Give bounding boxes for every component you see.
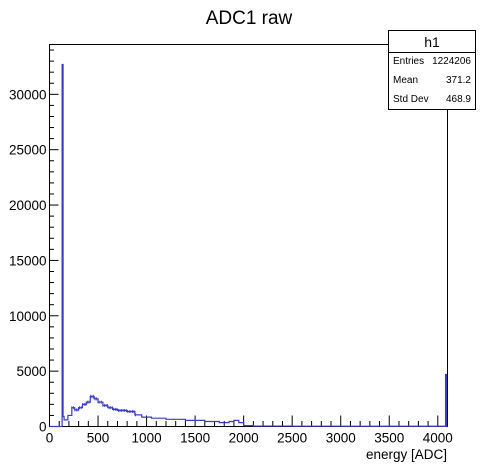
stats-row-label: Std Dev [393,94,429,105]
histogram-bin [127,412,135,427]
stats-row-label: Entries [393,56,424,67]
y-tick-label: 0 [39,420,47,435]
histogram-bin [229,422,234,427]
stats-row-label: Mean [393,75,418,86]
histogram-bin [205,422,220,427]
y-tick-label: 20000 [9,198,47,213]
chart-title: ADC1 raw [206,8,293,29]
histogram-outline [49,63,448,428]
x-axis-label: energy [ADC] [366,447,447,462]
x-tick-label: 500 [87,431,110,446]
stats-box-frame [388,30,476,110]
x-tick-label: 1000 [132,431,162,446]
histogram-bin [75,410,79,427]
y-tick-label: 5000 [16,364,46,379]
x-tick-label: 0 [46,431,54,446]
histogram-bin [117,410,127,426]
x-tick-label: 1500 [180,431,210,446]
histogram-bin [103,405,108,426]
stats-box-title: h1 [424,34,440,50]
histogram-bin [113,409,118,426]
x-tick-label: 3000 [326,431,356,446]
histogram-series [49,63,448,428]
y-axis: 0 5000 10000 15000 20000 25000 30000 [9,49,59,435]
y-tick-label: 15000 [9,253,47,268]
histogram-bin [98,402,103,426]
histogram-bin [151,418,166,426]
histogram-bin [135,415,142,427]
x-tick-label: 2000 [229,431,259,446]
stats-row-value: 1224206 [432,56,471,67]
y-tick-label: 30000 [9,87,47,102]
stats-row-value: 371.2 [446,75,471,86]
plot-frame [49,44,448,427]
y-tick-label: 10000 [9,309,47,324]
y-tick-label: 25000 [9,143,47,158]
stats-box: h1 Entries 1224206 Mean 371.2 Std Dev 468.9 [388,30,476,110]
stats-row-value: 468.9 [446,94,471,105]
x-tick-label: 2500 [277,431,307,446]
histogram-bin [108,408,113,427]
histogram-bin [234,420,239,426]
stats-box-rows: Entries 1224206 Mean 371.2 Std Dev 468.9 [393,56,471,105]
x-tick-label: 3500 [374,431,404,446]
x-axis: 0 500 1000 1500 2000 2500 3000 3500 4000 [46,415,453,446]
histogram-bin [79,408,83,427]
x-tick-label: 4000 [423,431,453,446]
histogram-bin [94,399,98,427]
histogram-bin [64,420,68,427]
